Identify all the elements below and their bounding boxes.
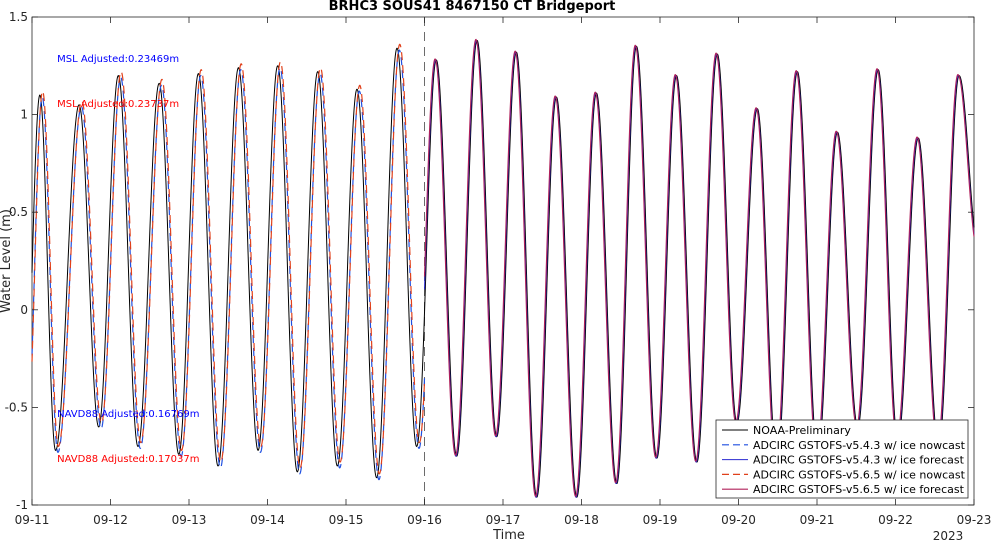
y-tick-label: 1.5 — [9, 10, 28, 24]
legend-label: ADCIRC GSTOFS-v5.4.3 w/ ice forecast — [753, 454, 965, 467]
legend-label: ADCIRC GSTOFS-v5.6.5 w/ ice nowcast — [753, 468, 966, 481]
y-tick-label: -1 — [16, 498, 28, 512]
x-tick-label: 09-19 — [643, 513, 678, 527]
datum-annotation: MSL Adjusted:0.23737m — [57, 99, 179, 110]
datum-annotation: MSL Adjusted:0.23469m — [57, 54, 179, 65]
datum-annotation: NAVD88 Adjusted:0.17037m — [57, 454, 199, 465]
x-tick-label: 09-20 — [721, 513, 756, 527]
x-tick-label: 09-11 — [15, 513, 50, 527]
legend-label: ADCIRC GSTOFS-v5.4.3 w/ ice nowcast — [753, 439, 966, 452]
x-tick-label: 09-23 — [957, 513, 992, 527]
chart-title: BRHC3 SOUS41 8467150 CT Bridgeport — [329, 0, 616, 14]
x-axis-label: Time — [492, 528, 525, 541]
datum-annotation: NAVD88 Adjusted:0.16769m — [57, 409, 199, 420]
series-line-1 — [31, 49, 426, 481]
x-tick-label: 09-18 — [564, 513, 599, 527]
x-tick-label: 09-12 — [93, 513, 128, 527]
x-tick-label: 09-22 — [878, 513, 913, 527]
x-tick-label: 09-17 — [486, 513, 521, 527]
y-tick-label: 0.5 — [9, 205, 28, 219]
x-tick-label: 09-13 — [172, 513, 207, 527]
legend-label: ADCIRC GSTOFS-v5.6.5 w/ ice forecast — [753, 483, 965, 496]
legend: NOAA-Preliminary ADCIRC GSTOFS-v5.4.3 w/ … — [715, 419, 969, 499]
legend-box — [715, 419, 969, 499]
legend-label: NOAA-Preliminary — [753, 424, 851, 437]
x-axis-year-label: 2023 — [933, 529, 964, 541]
x-tick-label: 09-16 — [407, 513, 442, 527]
series-line-3 — [31, 43, 426, 475]
x-tick-label: 09-14 — [250, 513, 285, 527]
y-tick-label: 0 — [20, 303, 28, 317]
y-tick-label: 1 — [20, 108, 28, 122]
y-tick-label: -0.5 — [5, 400, 28, 414]
x-tick-label: 09-21 — [800, 513, 835, 527]
y-axis-label: Water Level (m) — [0, 209, 14, 313]
x-tick-label: 09-15 — [329, 513, 364, 527]
series-line-4 — [423, 38, 975, 497]
